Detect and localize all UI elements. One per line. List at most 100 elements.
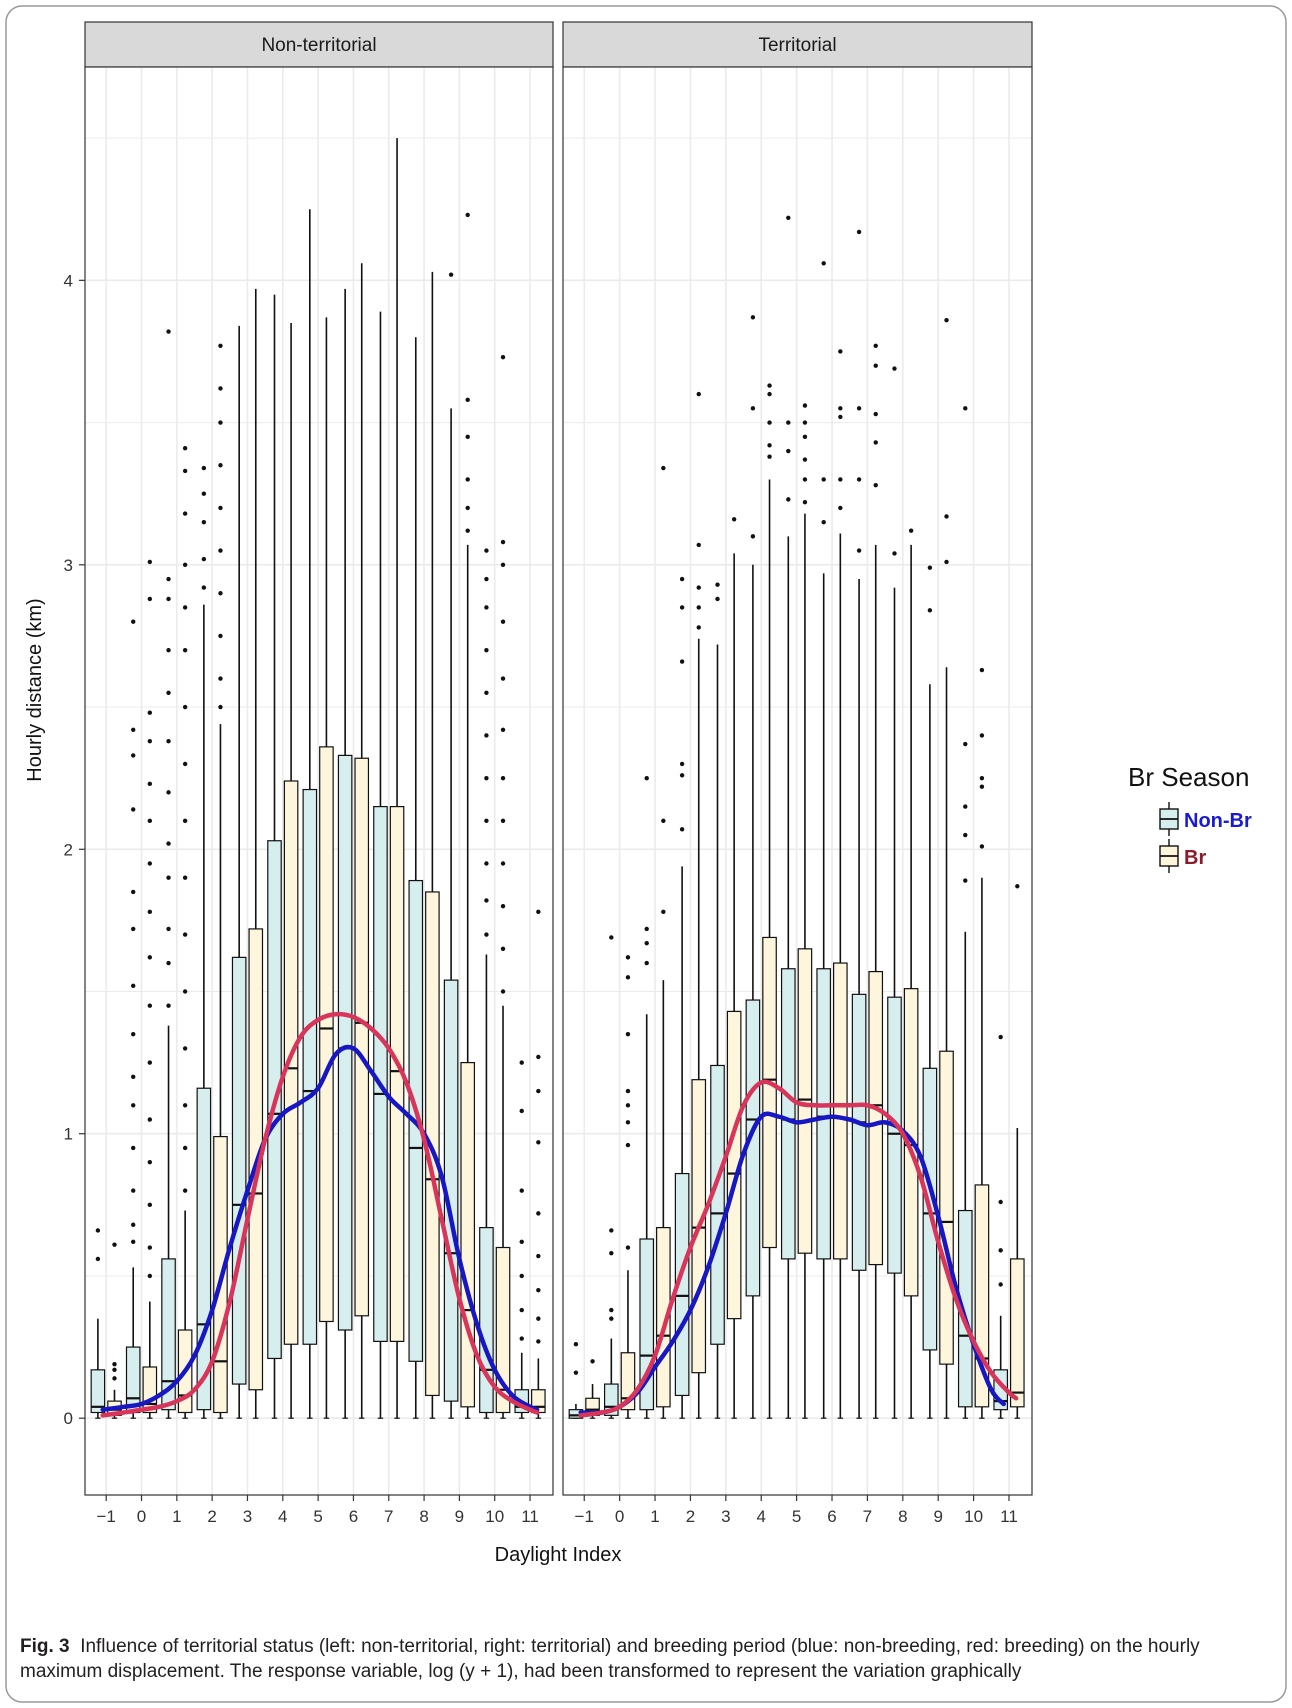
outlier-point xyxy=(166,875,171,880)
outlier-point xyxy=(944,317,949,323)
outlier-point xyxy=(802,500,808,505)
outlier-point xyxy=(131,926,136,932)
outlier-point xyxy=(750,534,756,539)
panel-title: Non-territorial xyxy=(261,35,376,56)
outlier-point xyxy=(166,790,171,795)
outlier-point xyxy=(873,363,878,368)
outlier-point xyxy=(625,1142,631,1148)
outlier-point xyxy=(166,960,171,966)
box-iqr xyxy=(302,788,318,1345)
outlier-point xyxy=(767,383,772,388)
box-iqr xyxy=(495,1246,511,1414)
outlier-point xyxy=(484,861,489,866)
outlier-point xyxy=(95,1256,101,1262)
outlier-point xyxy=(536,909,541,915)
outlier-point xyxy=(182,1046,188,1051)
outlier-point xyxy=(625,975,631,980)
outlier-point xyxy=(465,434,470,440)
outlier-point xyxy=(786,448,791,454)
outlier-point xyxy=(182,468,188,474)
outlier-point xyxy=(465,505,470,511)
outlier-point xyxy=(500,903,506,909)
box-br-6 xyxy=(354,263,370,1419)
outlier-point xyxy=(131,889,136,895)
outlier-point xyxy=(484,898,489,903)
outlier-point xyxy=(218,633,223,639)
x-tick-label: 4 xyxy=(756,1507,765,1526)
outlier-point xyxy=(147,861,153,866)
outlier-point xyxy=(838,477,843,482)
outlier-point xyxy=(112,1242,117,1247)
outlier-point xyxy=(802,434,808,440)
outlier-point xyxy=(201,519,207,525)
outlier-point xyxy=(750,315,756,320)
box-iqr xyxy=(460,1062,476,1408)
outlier-point xyxy=(609,1251,614,1256)
y-tick-label: 3 xyxy=(64,556,73,575)
outlier-point xyxy=(147,559,153,565)
outlier-point xyxy=(944,559,949,565)
outlier-point xyxy=(500,861,506,866)
outlier-point xyxy=(644,960,649,966)
box-br-4 xyxy=(762,383,777,1419)
outlier-point xyxy=(838,414,843,420)
outlier-point xyxy=(201,556,207,562)
panel-territorial: Territorial −1 0 1 2 3 4 5 6 7 8 9 10 11 xyxy=(562,21,1033,1526)
outlier-point xyxy=(182,562,188,568)
outlier-point xyxy=(1015,884,1020,889)
box-br-6 xyxy=(833,349,848,1419)
outlier-point xyxy=(696,585,701,590)
x-tick-label: 6 xyxy=(349,1507,358,1526)
outlier-point xyxy=(218,548,223,553)
outlier-point xyxy=(519,1239,524,1245)
outlier-point xyxy=(147,710,153,715)
box-iqr xyxy=(337,754,353,1331)
outlier-point xyxy=(166,596,171,602)
outlier-point xyxy=(679,773,685,778)
outlier-point xyxy=(182,1103,188,1108)
outlier-point xyxy=(218,591,223,596)
x-tick-label: 10 xyxy=(964,1507,983,1526)
box-iqr xyxy=(939,1050,954,1365)
outlier-point xyxy=(166,1003,171,1008)
outlier-point xyxy=(979,844,985,849)
outlier-point xyxy=(166,841,171,846)
outlier-point xyxy=(448,272,454,277)
outlier-point xyxy=(838,406,843,411)
outlier-point xyxy=(892,366,897,371)
outlier-point xyxy=(484,775,489,781)
y-tick-label: 1 xyxy=(64,1125,73,1144)
outlier-point xyxy=(519,1108,524,1114)
outlier-point xyxy=(998,1199,1003,1205)
outlier-point xyxy=(998,1248,1003,1253)
outlier-point xyxy=(696,605,701,610)
outlier-point xyxy=(696,625,701,630)
outlier-point xyxy=(750,406,756,411)
box-br-11 xyxy=(1009,884,1025,1419)
box-iqr xyxy=(833,962,848,1260)
outlier-point xyxy=(484,818,489,824)
outlier-point xyxy=(500,354,506,360)
box-non-br-7 xyxy=(851,229,867,1419)
outlier-point xyxy=(131,727,136,732)
outlier-point xyxy=(131,1239,136,1245)
box-iqr xyxy=(780,968,796,1260)
outlier-point xyxy=(609,935,614,940)
outlier-point xyxy=(166,738,171,744)
outlier-point xyxy=(609,1316,614,1321)
outlier-point xyxy=(166,926,171,932)
outlier-point xyxy=(484,548,489,553)
outlier-point xyxy=(821,477,826,482)
outlier-point xyxy=(147,1117,153,1122)
legend: Br Season Non-Br Br xyxy=(1128,762,1252,873)
figure-border xyxy=(5,5,1287,1703)
x-tick-label: 8 xyxy=(898,1507,907,1526)
box-iqr xyxy=(161,1258,176,1411)
outlier-point xyxy=(679,605,685,610)
box-iqr xyxy=(851,993,867,1271)
x-tick-label: 10 xyxy=(485,1507,504,1526)
panel-strip xyxy=(562,21,1033,68)
outlier-point xyxy=(625,1120,631,1125)
outlier-point xyxy=(573,1370,579,1375)
x-tick-label: 5 xyxy=(792,1507,801,1526)
